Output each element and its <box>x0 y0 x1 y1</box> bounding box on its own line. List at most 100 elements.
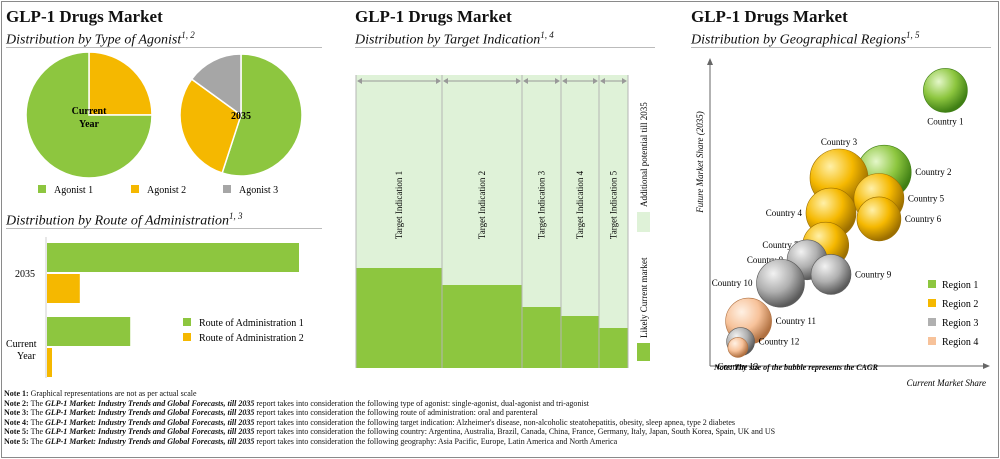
indication-label-3: Target Indication 3 <box>537 170 547 239</box>
indication-bars: Target Indication 1 Target Indication 2 Ta… <box>355 75 629 368</box>
route-category-label: 2035 <box>15 269 35 280</box>
footnote-label: Note 4: <box>4 417 31 427</box>
arrow-head-right <box>593 78 598 84</box>
indication-panel-title: GLP-1 Drugs Market <box>355 7 512 26</box>
bubble-label-country-5: Country 5 <box>908 194 945 204</box>
arrow-head-right <box>555 78 560 84</box>
regions-bubble-chart: Future Market Share (2035) Current Marke… <box>695 58 990 388</box>
legend-label-agonist-1: Agonist 1 <box>54 185 93 196</box>
bubble-label-country-1: Country 1 <box>927 116 963 126</box>
route-panel-subtitle: Distribution by Route of Administration1… <box>6 211 243 229</box>
agonist-panel-rule <box>6 47 322 48</box>
bubble-label-country-4: Country 4 <box>766 208 803 218</box>
route-bar-2035-2 <box>47 274 80 303</box>
bubble-country-6 <box>856 196 902 242</box>
y-axis-label: Future Market Share (2035) <box>695 111 705 214</box>
bubble-label-country-13: Country 13 <box>718 361 759 371</box>
pie-2035 <box>179 53 303 177</box>
pie-slice-agonist-3 <box>190 53 242 117</box>
regions-panel-title: GLP-1 Drugs Market <box>691 7 848 26</box>
report-title: GLP-1 Market: Industry Trends and Global… <box>45 408 255 418</box>
indication-current-1 <box>356 268 442 368</box>
footnote-4: Note 4: The GLP-1 Market: Industry Trend… <box>4 417 736 427</box>
legend-swatch-current-market <box>637 343 650 361</box>
bubble-label-country-10: Country 10 <box>712 278 753 288</box>
pie-slice-agonist-2 <box>88 51 153 116</box>
indication-current-3 <box>522 307 561 368</box>
legend-label-region-1: Region 1 <box>942 280 978 291</box>
footnotes: Note 1: Graphical representations are no… <box>4 389 994 447</box>
pie-slice-agonist-2 <box>179 78 242 174</box>
legend-swatch-route-of-administration-2 <box>183 333 191 341</box>
route-bar-current-year-2 <box>47 348 52 377</box>
arrow-head-right <box>516 78 521 84</box>
bubble-label-country-11: Country 11 <box>776 316 816 326</box>
footnote-1: Note 1: Graphical representations are no… <box>4 389 197 398</box>
bubble-country-1 <box>923 68 968 113</box>
agonist-legend: Agonist 1 Agonist 2 Agonist 3 <box>38 185 278 196</box>
legend-label-region-4: Region 4 <box>942 337 978 348</box>
legend-swatch-agonist-1 <box>38 185 46 193</box>
legend-swatch-region-4 <box>928 337 936 345</box>
route-bar-2035-1 <box>47 243 299 272</box>
bubble-country-13 <box>727 337 749 358</box>
indication-legend: Additional potential till 2035 Likely Cur… <box>637 102 650 361</box>
pie-current-year-label-line2: Year <box>79 119 100 130</box>
legend-label-region-3: Region 3 <box>942 318 978 329</box>
report-title: GLP-1 Market: Industry Trends and Global… <box>45 427 255 437</box>
legend-swatch-region-3 <box>928 318 936 326</box>
pie-current-year <box>25 51 153 179</box>
route-category-label-line2: Year <box>17 351 36 362</box>
arrow-head-right <box>436 78 441 84</box>
bubble-size-note: Note: The size of the bubble represents … <box>713 363 879 372</box>
agonist-panel-title: GLP-1 Drugs Market <box>6 7 163 26</box>
y-axis-arrow <box>707 58 713 65</box>
x-axis-arrow <box>983 363 990 369</box>
indication-panel-subtitle: Distribution by Target Indication1, 4 <box>355 30 554 48</box>
pie-2035-label: 2035 <box>231 111 251 122</box>
arrow-head-right <box>622 78 627 84</box>
footnote-3: Note 3: The GLP-1 Market: Industry Trend… <box>4 408 538 418</box>
legend-swatch-region-1 <box>928 280 936 288</box>
indication-label-4: Target Indication 4 <box>575 170 585 239</box>
footnote-label: Note 2: <box>4 398 31 408</box>
bubble-label-country-6: Country 6 <box>905 214 942 224</box>
agonist-panel-subtitle: Distribution by Type of Agonist1, 2 <box>6 30 195 48</box>
route-panel-rule <box>6 228 322 229</box>
indication-current-4 <box>561 316 599 368</box>
arrow-head-left <box>600 78 605 84</box>
footnote-5: Note 5: The GLP-1 Market: Industry Trend… <box>4 427 776 437</box>
regions-legend: Region 1 Region 2 Region 3 Region 4 <box>928 280 978 348</box>
legend-label-region-2: Region 2 <box>942 299 978 310</box>
legend-swatch-agonist-3 <box>223 185 231 193</box>
legend-label-route-of-administration-1: Route of Administration 1 <box>199 318 304 329</box>
arrow-head-left <box>443 78 448 84</box>
legend-label-current-market: Likely Current market <box>639 257 649 338</box>
legend-label-agonist-3: Agonist 3 <box>239 185 278 196</box>
report-title: GLP-1 Market: Industry Trends and Global… <box>45 398 255 408</box>
footnote-6: Note 5: The GLP-1 Market: Industry Trend… <box>4 436 618 446</box>
bubble-label-country-3: Country 3 <box>821 137 858 147</box>
bubble-country-10 <box>756 258 805 308</box>
arrow-head-left <box>562 78 567 84</box>
bubble-label-country-9: Country 9 <box>855 269 892 279</box>
pie-current-year-label: Current <box>72 106 107 117</box>
footnote-label: Note 1: <box>4 389 31 398</box>
indication-current-2 <box>442 285 522 368</box>
bubble-label-country-2: Country 2 <box>915 167 951 177</box>
legend-label-additional-potential: Additional potential till 2035 <box>639 102 649 207</box>
legend-swatch-region-2 <box>928 299 936 307</box>
indication-panel-rule <box>355 47 655 48</box>
legend-swatch-additional-potential <box>637 212 650 232</box>
bubble-label-country-12: Country 12 <box>759 337 800 347</box>
indication-bar-chart: Target Indication 1 Target Indication 2 Ta… <box>355 75 650 368</box>
regions-panel-rule <box>691 47 991 48</box>
regions-panel-subtitle: Distribution by Geographical Regions1, 5 <box>691 30 920 48</box>
indication-potential-5 <box>599 75 628 368</box>
indication-label-1: Target Indication 1 <box>394 171 404 239</box>
legend-label-route-of-administration-2: Route of Administration 2 <box>199 333 304 344</box>
indication-label-2: Target Indication 2 <box>477 171 487 239</box>
arrow-head-left <box>357 78 362 84</box>
